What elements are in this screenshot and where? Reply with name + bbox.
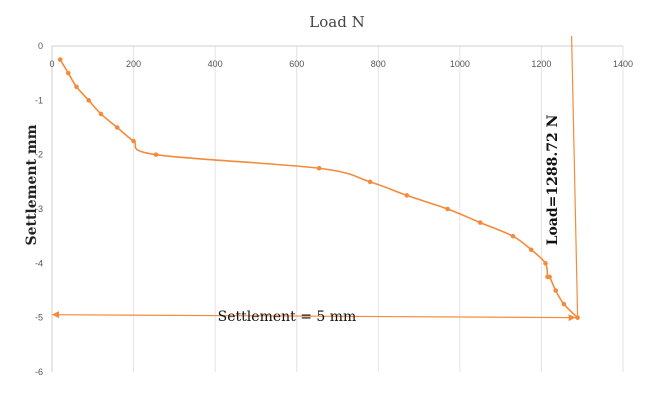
x-tick-label: 800 [371, 59, 386, 69]
y-axis-label: Settlement mm [24, 124, 40, 245]
x-tick-labels: 0 200 400 600 800 1000 1200 1400 [49, 59, 633, 69]
data-points [57, 57, 580, 320]
settlement-reference-line [51, 314, 578, 319]
x-tick-label: 200 [126, 59, 141, 69]
grid-lines [133, 46, 624, 372]
y-tick-labels: 0 -1 -2 -3 -4 -5 -6 [35, 41, 43, 377]
data-point [404, 193, 410, 198]
arrowhead-right [568, 314, 576, 322]
load-annotation: Load=1288.72 N [545, 114, 561, 245]
axes [51, 45, 623, 372]
x-tick-label: 1000 [450, 59, 470, 69]
y-tick-label: -6 [35, 367, 43, 377]
series-line [59, 59, 579, 319]
x-tick-label: 1200 [531, 59, 551, 69]
data-point [477, 220, 483, 225]
x-tick-label: 1400 [613, 59, 633, 69]
chart-title: Load N [309, 13, 364, 31]
data-point [575, 315, 580, 320]
x-tick-label: 600 [289, 59, 304, 69]
y-tick-label: -3 [35, 204, 43, 214]
data-point [528, 247, 534, 253]
y-tick-label: -2 [35, 150, 43, 160]
data-point [445, 206, 450, 212]
y-tick-label: -5 [35, 313, 43, 323]
data-point [153, 152, 159, 157]
x-tick-label: 0 [49, 59, 54, 69]
data-point [131, 138, 136, 144]
y-tick-label: -4 [35, 258, 43, 268]
arrowhead-left [52, 311, 59, 319]
data-point [561, 301, 567, 307]
data-point [367, 179, 373, 185]
data-point [553, 288, 559, 293]
data-point [57, 57, 63, 62]
data-point [547, 274, 552, 280]
data-point [114, 125, 120, 130]
y-tick-label: 0 [38, 41, 43, 51]
reference-lines [51, 35, 579, 322]
settlement-annotation: Settlement = 5 mm [218, 309, 357, 325]
load-reference-line [571, 35, 579, 318]
data-point [74, 84, 79, 90]
data-point [543, 261, 548, 266]
data-point [510, 233, 516, 239]
data-point [98, 111, 104, 117]
y-tick-label: -1 [35, 95, 43, 105]
data-point [66, 70, 71, 76]
x-tick-label: 400 [208, 59, 223, 69]
data-point [86, 98, 92, 103]
data-point [316, 165, 322, 171]
